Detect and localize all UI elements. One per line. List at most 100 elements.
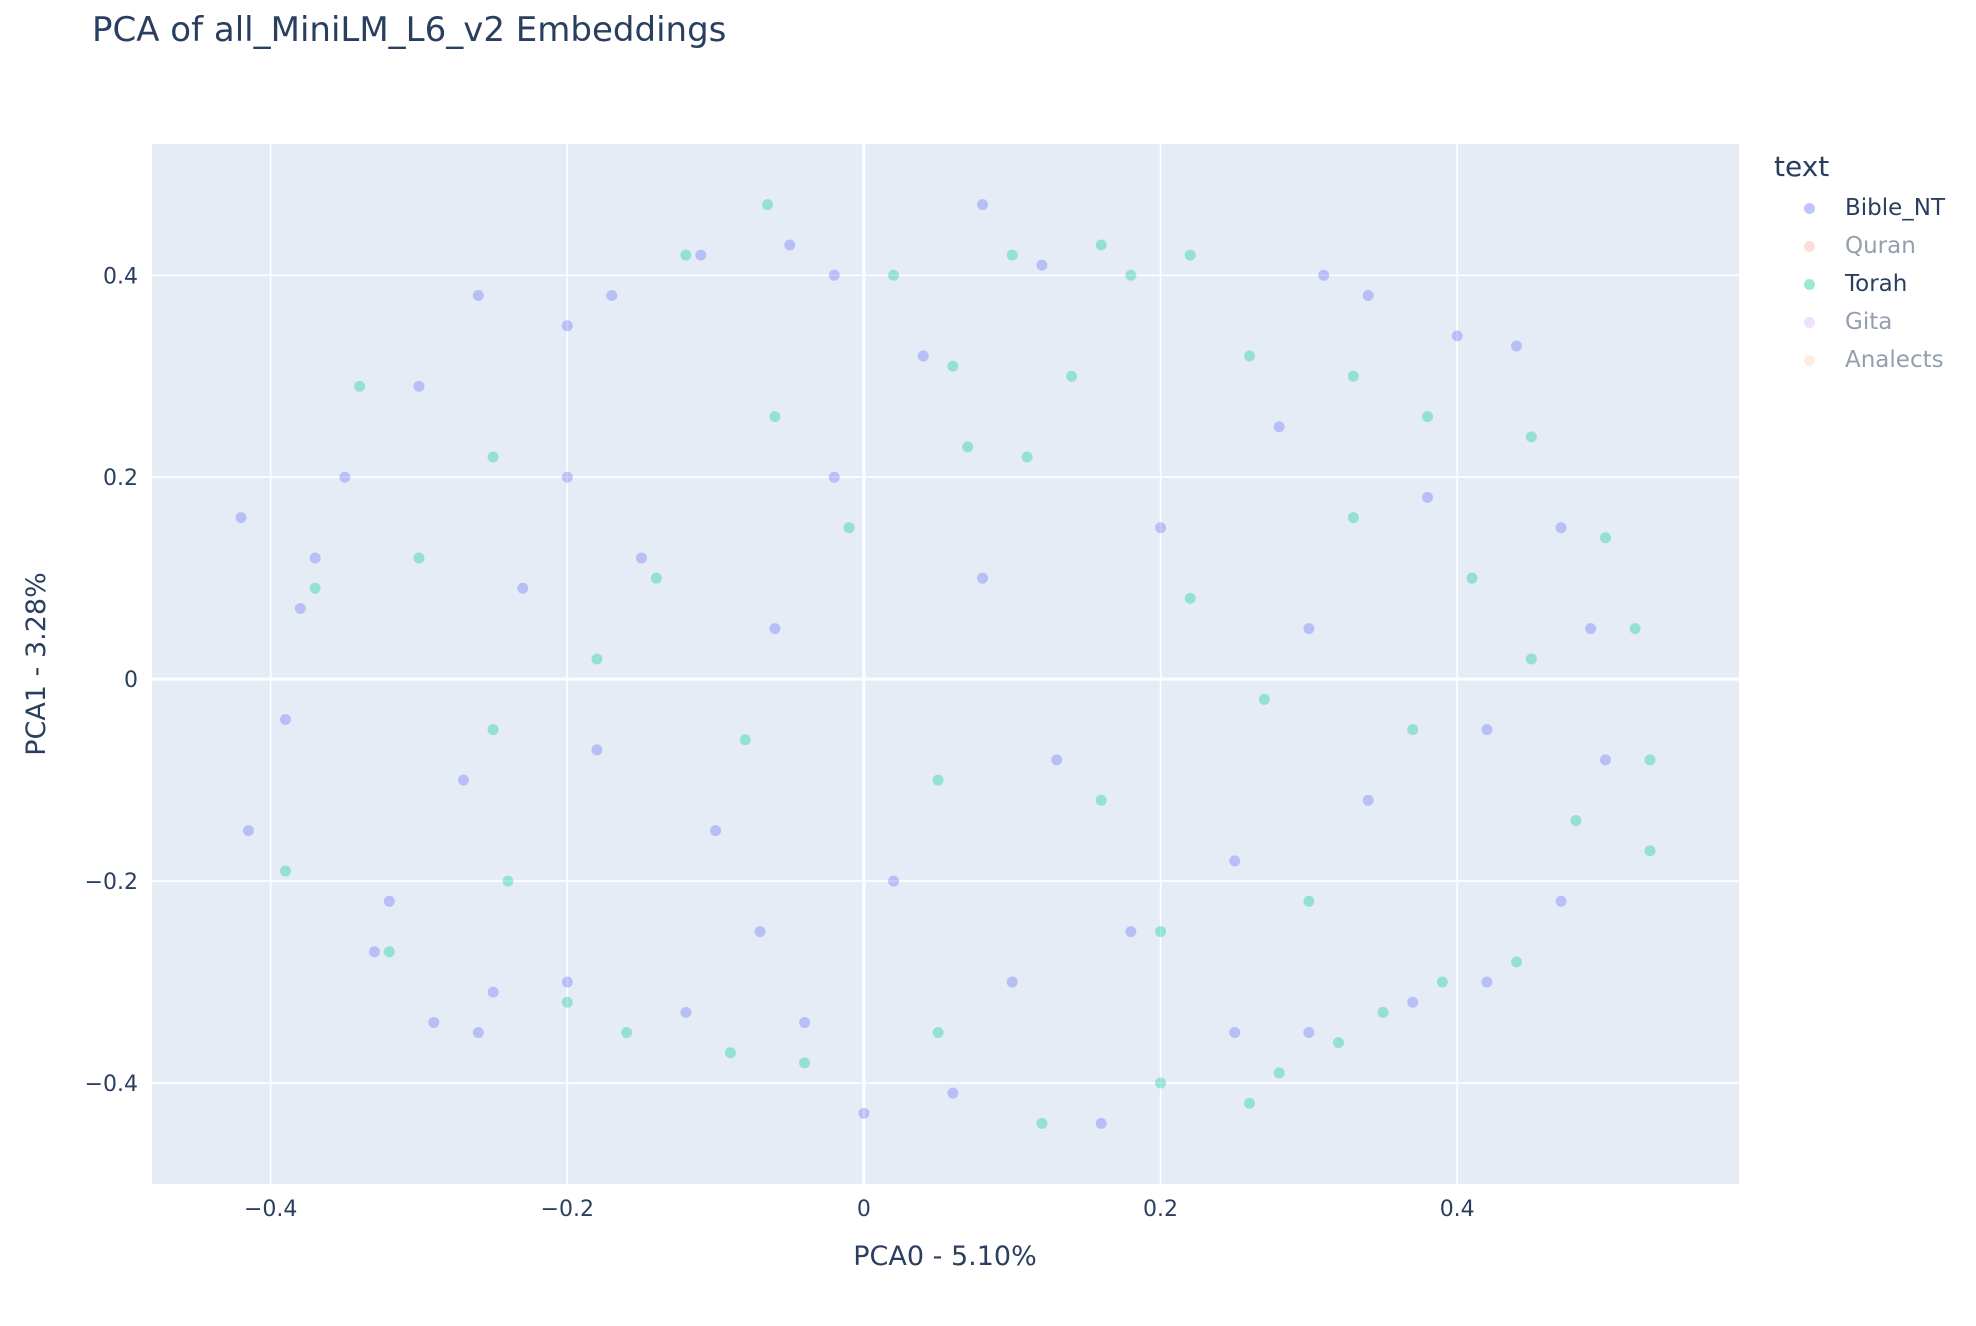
data-point <box>1525 653 1537 665</box>
data-point <box>1036 1117 1048 1129</box>
data-point <box>680 249 692 261</box>
data-point <box>828 269 840 281</box>
data-point <box>843 522 855 534</box>
data-point <box>235 512 247 524</box>
data-point <box>1511 956 1523 968</box>
data-point <box>1244 350 1256 362</box>
x-tick-label: −0.2 <box>541 1197 594 1222</box>
series-bible-nt <box>235 199 1612 1129</box>
y-tick-label: −0.4 <box>85 1072 138 1097</box>
data-point <box>1585 623 1597 635</box>
data-point <box>472 1027 484 1039</box>
data-point <box>1184 249 1196 261</box>
data-point <box>1006 249 1018 261</box>
data-point <box>962 441 974 453</box>
data-points <box>235 199 1656 1129</box>
data-point <box>1125 269 1137 281</box>
y-axis-ticks: −0.4 −0.2 0 0.2 0.4 <box>85 264 138 1097</box>
data-point <box>799 1057 811 1069</box>
data-point <box>309 582 321 594</box>
legend-item-analects[interactable]: Analects <box>1774 341 1964 379</box>
data-point <box>1095 1117 1107 1129</box>
data-point <box>294 602 306 614</box>
data-point <box>724 1047 736 1059</box>
data-point <box>561 320 573 332</box>
data-point <box>1644 845 1656 857</box>
data-point <box>1555 522 1567 534</box>
data-point <box>1466 572 1478 584</box>
data-point <box>888 875 900 887</box>
legend-marker-icon <box>1804 278 1815 290</box>
data-point <box>561 996 573 1008</box>
legend-marker-icon <box>1804 316 1815 328</box>
data-point <box>591 653 603 665</box>
gridlines <box>152 144 1739 1184</box>
legend-item-label: Bible_NT <box>1845 195 1946 221</box>
legend-item-torah[interactable]: Torah <box>1774 265 1964 303</box>
data-point <box>1066 370 1078 382</box>
data-point <box>279 865 291 877</box>
data-point <box>502 875 514 887</box>
data-point <box>1600 754 1612 766</box>
data-point <box>472 289 484 301</box>
data-point <box>368 946 380 958</box>
data-point <box>828 471 840 483</box>
data-point <box>858 1107 870 1119</box>
data-point <box>1006 976 1018 988</box>
data-point <box>799 1016 811 1028</box>
data-point <box>1436 976 1448 988</box>
x-tick-label: −0.4 <box>244 1197 297 1222</box>
legend-item-label: Gita <box>1845 309 1893 335</box>
data-point <box>309 552 321 564</box>
data-point <box>1095 794 1107 806</box>
legend-marker-icon <box>1804 202 1815 214</box>
data-point <box>1229 855 1241 867</box>
data-point <box>383 895 395 907</box>
x-tick-label: 0.4 <box>1440 1197 1475 1222</box>
data-point <box>1303 1027 1315 1039</box>
y-tick-label: −0.2 <box>85 870 138 895</box>
legend-item-label: Torah <box>1845 271 1908 297</box>
data-point <box>1333 1037 1345 1049</box>
data-point <box>1051 754 1063 766</box>
data-point <box>1244 1097 1256 1109</box>
data-point <box>1184 592 1196 604</box>
chart-title: PCA of all_MiniLM_L6_v2 Embeddings <box>92 10 727 50</box>
data-point <box>1347 512 1359 524</box>
legend-items: Bible_NT Quran Torah Gita Analects <box>1774 189 1964 379</box>
data-point <box>888 269 900 281</box>
data-point <box>413 552 425 564</box>
series-torah <box>279 199 1656 1129</box>
y-tick-label: 0 <box>124 668 138 693</box>
data-point <box>769 411 781 423</box>
x-axis-title: PCA0 - 5.10% <box>853 1241 1036 1272</box>
data-point <box>1451 330 1463 342</box>
data-point <box>754 926 766 938</box>
data-point <box>561 471 573 483</box>
data-point <box>354 380 366 392</box>
data-point <box>1629 623 1641 635</box>
data-point <box>1422 491 1434 503</box>
data-point <box>784 239 796 251</box>
legend-item-quran[interactable]: Quran <box>1774 227 1964 265</box>
data-point <box>1407 724 1419 736</box>
data-point <box>1422 411 1434 423</box>
data-point <box>621 1027 633 1039</box>
data-point <box>1155 1077 1167 1089</box>
legend: text Bible_NT Quran Torah Gita Analects <box>1774 150 1964 379</box>
data-point <box>1600 532 1612 544</box>
legend-marker-icon <box>1804 354 1815 366</box>
data-point <box>383 946 395 958</box>
data-point <box>487 986 499 998</box>
data-point <box>1155 926 1167 938</box>
y-tick-label: 0.4 <box>103 264 138 289</box>
data-point <box>1481 724 1493 736</box>
legend-item-bible-nt[interactable]: Bible_NT <box>1774 189 1964 227</box>
legend-item-gita[interactable]: Gita <box>1774 303 1964 341</box>
data-point <box>769 623 781 635</box>
data-point <box>1155 522 1167 534</box>
data-point <box>762 199 774 211</box>
data-point <box>739 734 751 746</box>
data-point <box>428 1016 440 1028</box>
